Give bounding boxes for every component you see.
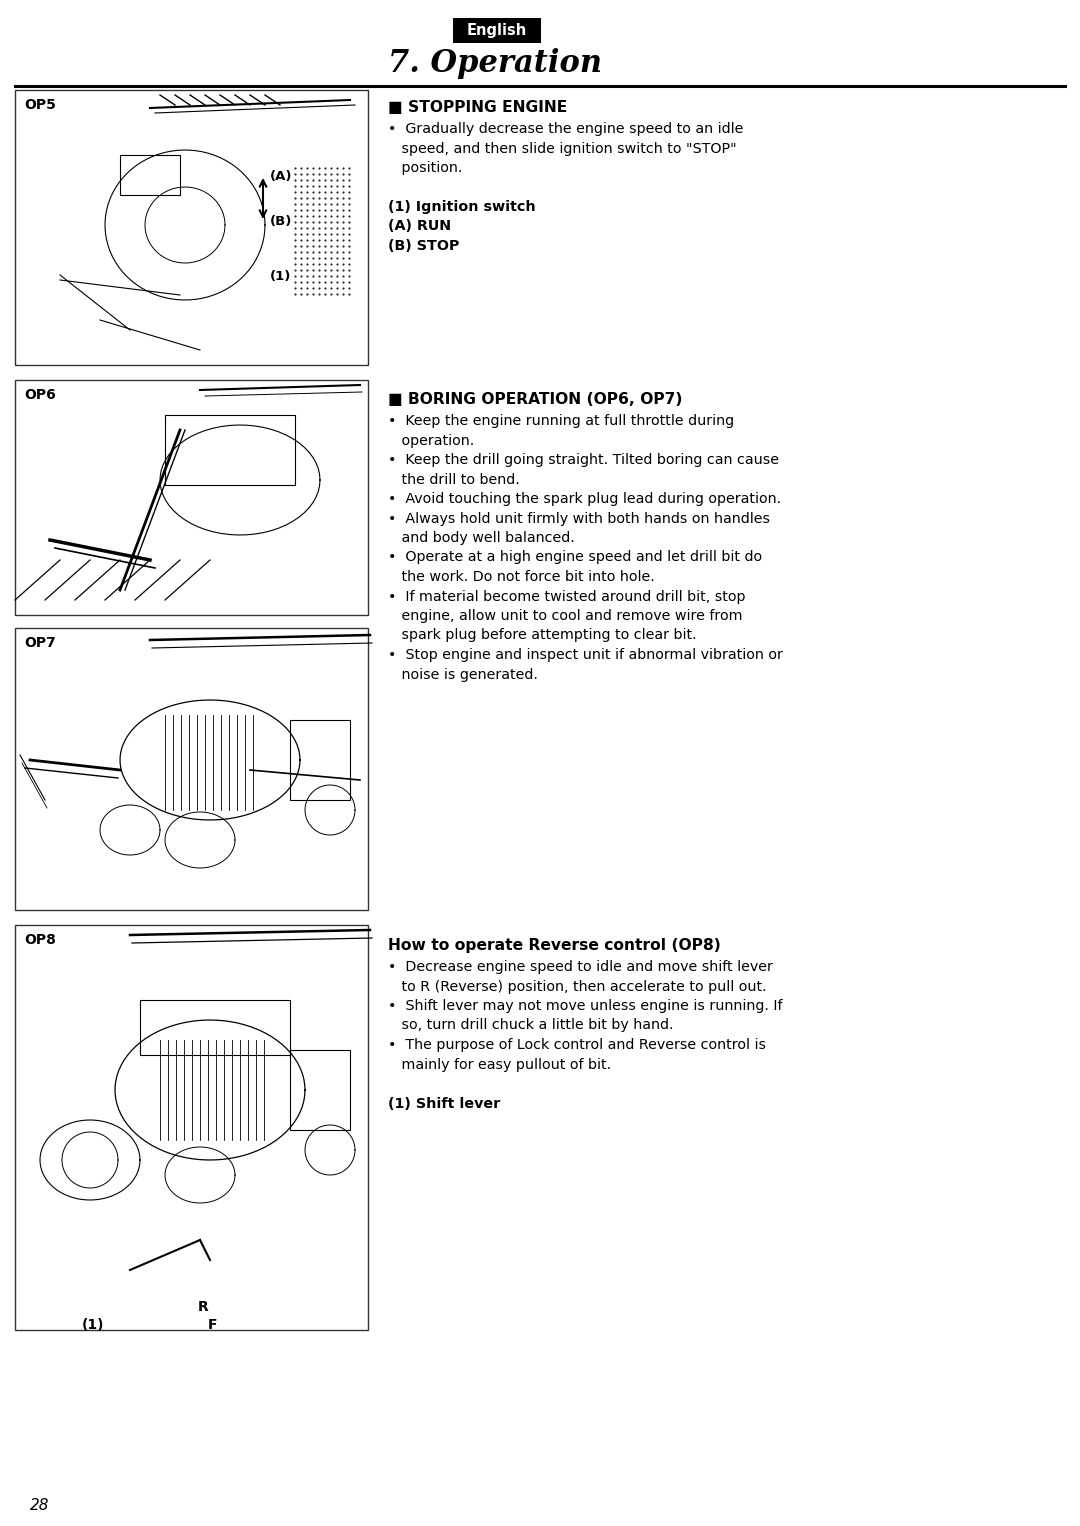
- Text: speed, and then slide ignition switch to "STOP": speed, and then slide ignition switch to…: [388, 142, 737, 156]
- Text: F: F: [208, 1318, 217, 1332]
- Text: OP8: OP8: [24, 932, 56, 948]
- Text: OP6: OP6: [24, 388, 56, 401]
- Text: (1): (1): [82, 1318, 105, 1332]
- Text: the work. Do not force bit into hole.: the work. Do not force bit into hole.: [388, 571, 654, 584]
- Text: engine, allow unit to cool and remove wire from: engine, allow unit to cool and remove wi…: [388, 609, 743, 623]
- Text: (A) RUN: (A) RUN: [388, 220, 451, 233]
- Text: English: English: [467, 23, 527, 38]
- FancyBboxPatch shape: [453, 18, 541, 43]
- Text: •  Gradually decrease the engine speed to an idle: • Gradually decrease the engine speed to…: [388, 122, 743, 136]
- Text: noise is generated.: noise is generated.: [388, 667, 538, 682]
- Text: R: R: [198, 1300, 208, 1314]
- Text: OP7: OP7: [24, 636, 56, 650]
- Text: •  Shift lever may not move unless engine is running. If: • Shift lever may not move unless engine…: [388, 1000, 783, 1013]
- Text: •  The purpose of Lock control and Reverse control is: • The purpose of Lock control and Revers…: [388, 1038, 766, 1051]
- Text: •  If material become twisted around drill bit, stop: • If material become twisted around dril…: [388, 589, 745, 603]
- Text: ■ BORING OPERATION (OP6, OP7): ■ BORING OPERATION (OP6, OP7): [388, 392, 683, 407]
- Text: mainly for easy pullout of bit.: mainly for easy pullout of bit.: [388, 1058, 611, 1071]
- Text: 7. Operation: 7. Operation: [388, 47, 602, 79]
- Text: •  Keep the engine running at full throttle during: • Keep the engine running at full thrott…: [388, 414, 734, 427]
- Bar: [120, 156, 180, 195]
- Text: •  Avoid touching the spark plug lead during operation.: • Avoid touching the spark plug lead dur…: [388, 491, 781, 507]
- FancyBboxPatch shape: [15, 380, 368, 615]
- Text: and body well balanced.: and body well balanced.: [388, 531, 575, 545]
- Text: How to operate Reverse control (OP8): How to operate Reverse control (OP8): [388, 938, 720, 954]
- FancyBboxPatch shape: [15, 629, 368, 909]
- FancyBboxPatch shape: [15, 925, 368, 1331]
- Text: •  Keep the drill going straight. Tilted boring can cause: • Keep the drill going straight. Tilted …: [388, 453, 779, 467]
- Text: to R (Reverse) position, then accelerate to pull out.: to R (Reverse) position, then accelerate…: [388, 980, 767, 993]
- Text: •  Stop engine and inspect unit if abnormal vibration or: • Stop engine and inspect unit if abnorm…: [388, 649, 783, 662]
- Text: ■ STOPPING ENGINE: ■ STOPPING ENGINE: [388, 101, 567, 114]
- Text: •  Operate at a high engine speed and let drill bit do: • Operate at a high engine speed and let…: [388, 551, 762, 565]
- Bar: [291, 720, 350, 800]
- Text: spark plug before attempting to clear bit.: spark plug before attempting to clear bi…: [388, 629, 697, 642]
- Text: (B) STOP: (B) STOP: [388, 240, 459, 253]
- Text: OP5: OP5: [24, 98, 56, 111]
- Text: operation.: operation.: [388, 433, 474, 447]
- Text: (B): (B): [270, 215, 293, 227]
- Text: so, turn drill chuck a little bit by hand.: so, turn drill chuck a little bit by han…: [388, 1018, 674, 1033]
- Bar: [140, 1000, 291, 1054]
- Text: (1) Shift lever: (1) Shift lever: [388, 1097, 500, 1111]
- Text: 28: 28: [30, 1499, 50, 1512]
- Text: position.: position.: [388, 162, 462, 175]
- Text: •  Always hold unit firmly with both hands on handles: • Always hold unit firmly with both hand…: [388, 511, 770, 525]
- Text: •  Decrease engine speed to idle and move shift lever: • Decrease engine speed to idle and move…: [388, 960, 773, 974]
- Bar: [165, 415, 295, 485]
- Text: (A): (A): [270, 169, 293, 183]
- FancyBboxPatch shape: [15, 90, 368, 365]
- Text: the drill to bend.: the drill to bend.: [388, 473, 519, 487]
- Bar: [291, 1050, 350, 1129]
- Text: (1): (1): [270, 270, 292, 282]
- Text: (1) Ignition switch: (1) Ignition switch: [388, 200, 536, 214]
